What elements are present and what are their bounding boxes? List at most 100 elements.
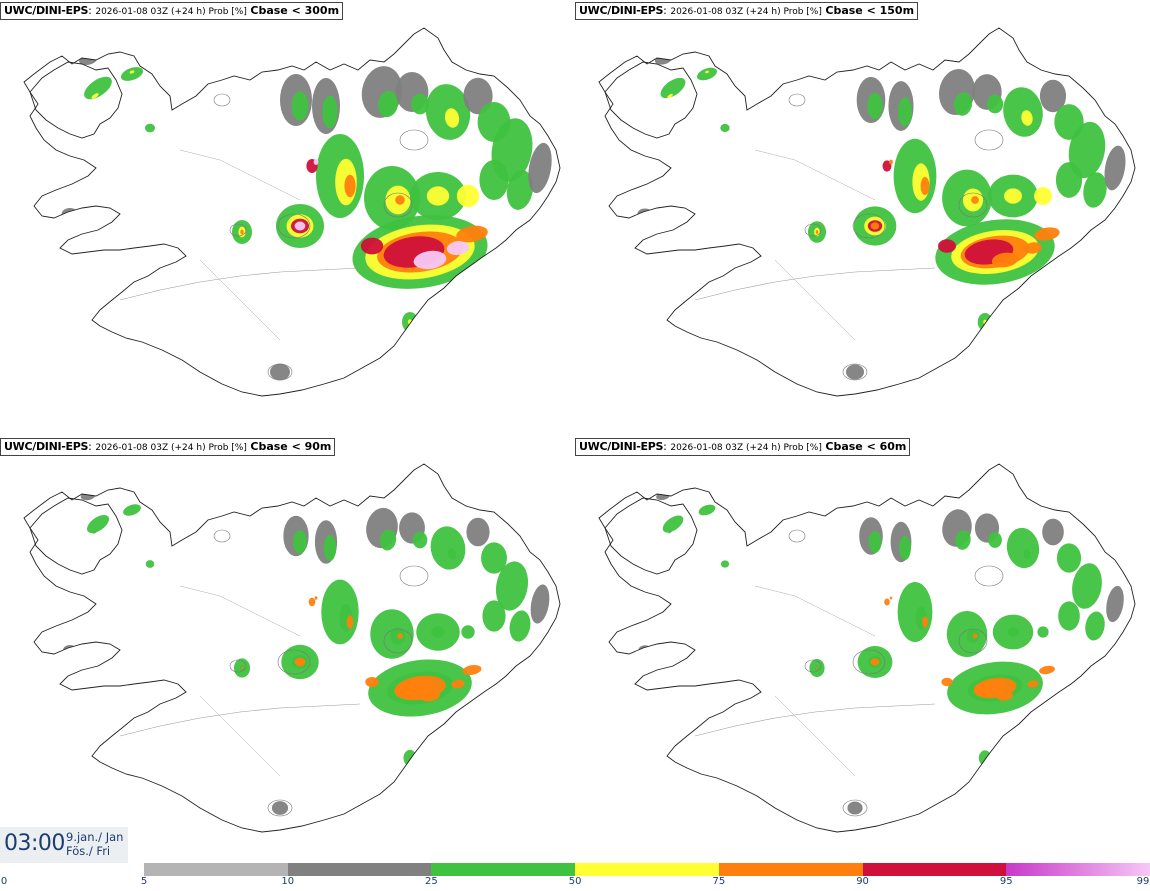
probability-blob: [346, 615, 354, 629]
glacier-outline: [804, 223, 822, 237]
probability-blob: [530, 584, 550, 624]
probability-blob: [446, 240, 470, 256]
probability-blob: [638, 645, 652, 655]
valid-date-line1: 9.jan./ Jan: [66, 830, 124, 844]
probability-blob: [270, 363, 290, 381]
probability-blob: [431, 626, 445, 638]
coastline: [598, 27, 1136, 397]
probability-blob: [1027, 680, 1039, 688]
road-line: [179, 149, 301, 341]
probability-blob: [120, 67, 144, 81]
probability-blob: [867, 92, 883, 120]
probability-blob: [955, 530, 971, 550]
panel-title: UWC/DINI-EPS: 2026-01-08 03Z (+24 h) Pro…: [575, 438, 911, 456]
probability-blob: [426, 186, 450, 206]
model-name: UWC/DINI-EPS: [579, 4, 664, 17]
map-panel-4: UWC/DINI-EPS: 2026-01-08 03Z (+24 h) Pro…: [575, 436, 1150, 872]
glacier-outline: [842, 799, 868, 817]
probability-blob: [898, 97, 912, 127]
probability-blob: [1034, 187, 1052, 205]
probability-blob: [444, 108, 460, 128]
colorbar-tick-label: 0: [0, 876, 8, 887]
variable-name: Cbase < 90m: [250, 440, 332, 453]
coastline: [23, 27, 561, 397]
probability-blob: [1021, 110, 1033, 126]
probability-colorbar: [144, 863, 1150, 876]
colorbar-tick-label: 50: [568, 876, 582, 887]
probability-blob: [660, 77, 686, 99]
colorbar-segment: [862, 863, 1007, 876]
probability-blob: [451, 679, 465, 689]
probability-blob: [528, 142, 552, 194]
colorbar-tick-label: 75: [712, 876, 726, 887]
probability-field: [61, 55, 552, 381]
probability-blob: [870, 222, 880, 230]
probability-blob: [241, 666, 243, 670]
probability-blob: [705, 507, 709, 509]
valid-time-box: 03:00 9.jan./ Jan Fös./ Fri: [0, 827, 128, 863]
probability-blob: [884, 598, 890, 606]
road-line: [179, 585, 301, 777]
probability-blob: [420, 690, 440, 702]
colorbar-segment: [431, 863, 576, 876]
probability-blob: [1058, 601, 1080, 631]
probability-blob: [1068, 121, 1106, 179]
probability-blob: [815, 230, 819, 234]
run-info: 2026-01-08 03Z (+24 h) Prob [%]: [670, 443, 822, 453]
probability-blob: [123, 504, 141, 516]
probability-blob: [816, 666, 818, 670]
probability-blob: [365, 676, 379, 688]
probability-blob: [705, 70, 709, 74]
probability-blob: [296, 659, 304, 665]
iceland-map: [23, 463, 561, 833]
probability-field: [637, 55, 1126, 380]
probability-blob: [889, 159, 893, 165]
glacier-outline: [788, 93, 806, 107]
glacier-outline: [804, 659, 822, 673]
road-line: [119, 703, 361, 737]
probability-blob: [92, 530, 98, 534]
colorbar-segment: [718, 863, 863, 876]
valid-date: 9.jan./ Jan Fös./ Fri: [66, 830, 123, 858]
probability-blob: [845, 364, 865, 380]
colorbar-ticks: 0 5 10 25 50 75 90 95 99: [0, 876, 1150, 890]
road-line: [754, 149, 876, 341]
colorbar-tick-label: 25: [425, 876, 438, 887]
probability-blob: [1034, 227, 1060, 241]
probability-blob: [1104, 145, 1126, 191]
probability-blob: [466, 517, 490, 547]
probability-blob: [344, 174, 356, 198]
panel-title: UWC/DINI-EPS: 2026-01-08 03Z (+24 h) Pro…: [575, 2, 919, 20]
probability-blob: [447, 548, 457, 560]
glacier-outline: [399, 129, 429, 151]
probability-blob: [145, 560, 155, 568]
panel-title: UWC/DINI-EPS: 2026-01-08 03Z (+24 h) Pro…: [0, 438, 336, 456]
probability-blob: [720, 123, 730, 133]
probability-blob: [920, 177, 930, 195]
probability-blob: [412, 531, 428, 549]
colorbar-tick-label: 5: [140, 876, 148, 887]
probability-blob: [509, 610, 531, 642]
run-info: 2026-01-08 03Z (+24 h) Prob [%]: [95, 443, 247, 453]
road-line: [754, 585, 876, 777]
westfjords-coastline: [604, 497, 698, 575]
probability-blob: [291, 91, 309, 121]
probability-field: [638, 491, 1124, 815]
probability-blob: [1085, 611, 1105, 641]
run-info: 2026-01-08 03Z (+24 h) Prob [%]: [670, 7, 822, 17]
probability-blob: [294, 221, 306, 231]
probability-blob: [308, 597, 316, 607]
probability-blob: [847, 801, 863, 815]
glacier-outline: [788, 529, 806, 543]
glacier-outline: [213, 93, 231, 107]
glacier-outline: [852, 649, 886, 675]
probability-blob: [129, 70, 135, 74]
probability-blob: [996, 691, 1014, 701]
probability-field: [63, 491, 550, 815]
map-panel-1: UWC/DINI-EPS: 2026-01-08 03Z (+24 h) Pro…: [0, 0, 575, 436]
glacier-outline: [974, 129, 1004, 151]
probability-blob: [1083, 172, 1107, 208]
colorbar-segment: [575, 863, 719, 876]
probability-blob: [379, 529, 397, 551]
probability-blob: [986, 94, 1004, 114]
